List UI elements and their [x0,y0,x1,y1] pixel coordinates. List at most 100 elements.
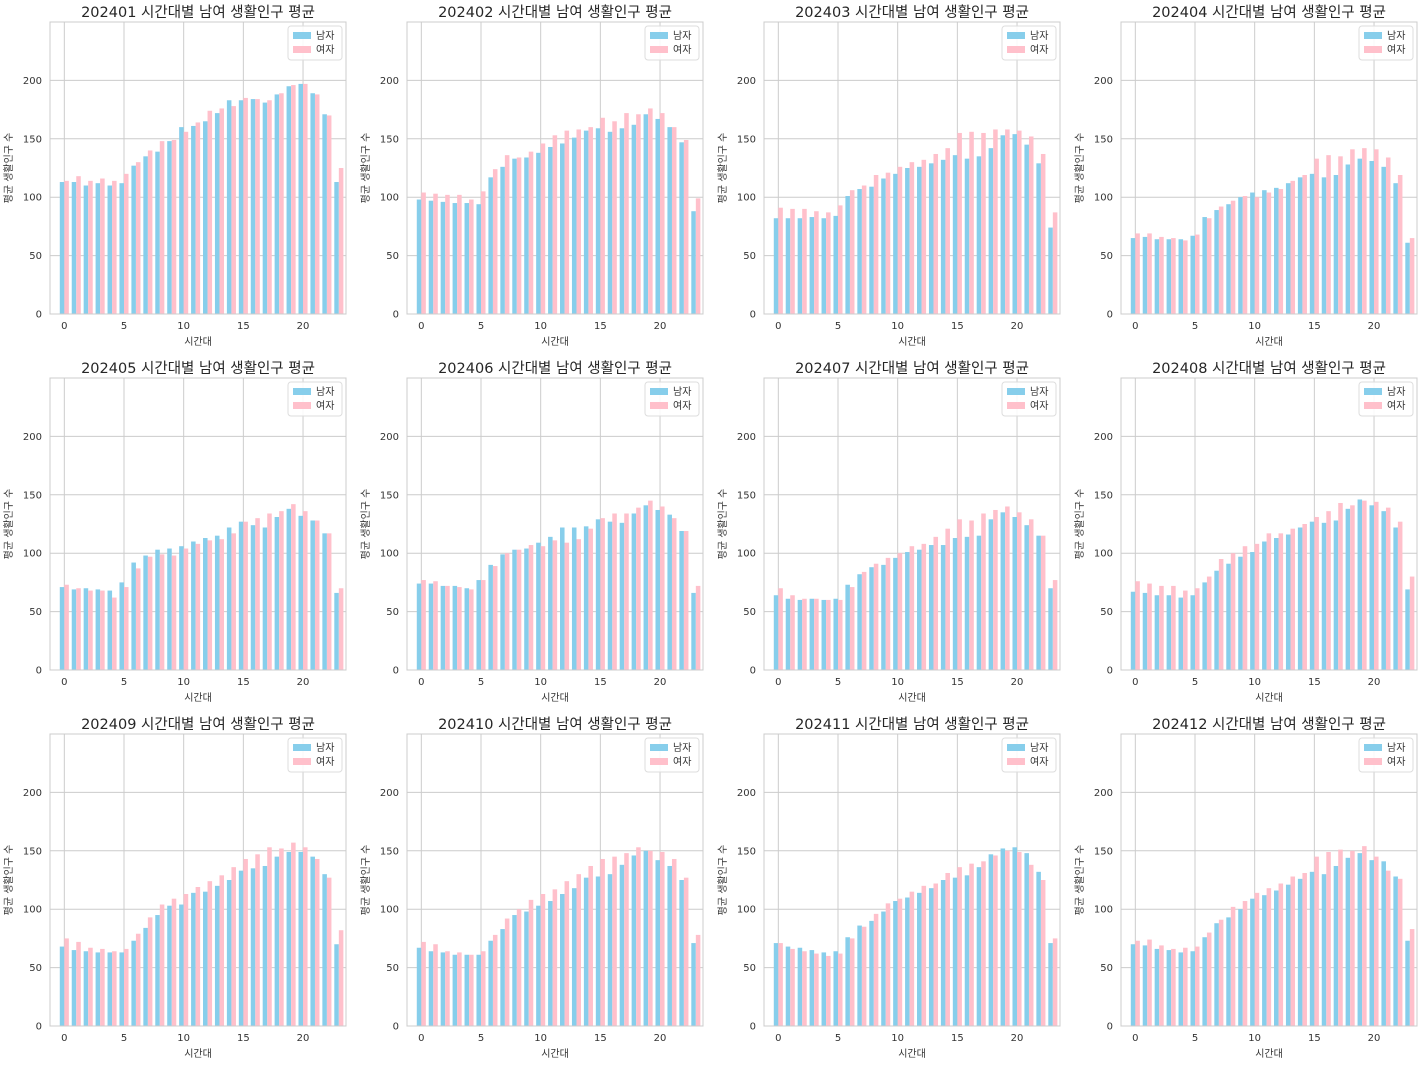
bar-female-0 [421,580,426,670]
bar-male-6 [845,937,850,1026]
legend-swatch-female [650,758,668,765]
bar-female-10 [183,548,189,670]
bar-male-18 [631,513,637,670]
bar-male-18 [1345,508,1351,670]
bar-male-23 [1048,227,1053,314]
bar-male-5 [1190,595,1195,670]
y-tick-label: 150 [737,134,756,145]
bar-female-15 [1314,856,1319,1026]
bar-female-8 [873,913,879,1026]
bar-male-15 [952,155,958,314]
bar-male-17 [1333,865,1339,1026]
bar-male-10 [1250,192,1255,314]
bar-male-6 [845,196,850,314]
x-tick-label: 10 [1248,321,1261,332]
bar-male-22 [1036,163,1041,314]
bar-female-16 [1326,511,1331,670]
bar-male-21 [667,127,672,315]
x-tick-label: 20 [297,321,310,332]
bar-male-13 [1285,884,1291,1026]
bar-female-8 [873,175,879,314]
chart-title: 202403 시간대별 남여 생활인구 평균 [795,4,1029,21]
y-tick-label: 150 [1094,846,1113,857]
bar-male-14 [226,100,232,314]
bar-male-0 [1130,238,1136,314]
bar-male-23 [1405,589,1410,670]
bar-male-7 [1214,210,1219,314]
bar-female-9 [528,899,534,1026]
chart-panel-1: 202401 시간대별 남여 생활인구 평균0 5 10 15 200501001502… [2,4,347,348]
bar-male-20 [1012,847,1018,1026]
bar-female-15 [600,117,605,314]
bar-female-16 [1326,851,1331,1026]
bar-female-18 [636,507,641,670]
bar-male-16 [607,874,613,1026]
bar-female-1 [76,176,81,314]
bar-female-4 [469,954,474,1026]
y-tick-label: 150 [380,490,399,501]
bar-male-2 [797,599,803,670]
bar-male-21 [310,856,315,1026]
axes-frame [763,21,1061,315]
bar-male-0 [59,182,65,314]
x-tick-label: 10 [891,677,904,688]
bar-female-13 [576,874,582,1026]
bar-female-15 [243,858,248,1026]
chart-title: 202405 시간대별 남여 생활인구 평균 [81,360,315,377]
x-tick-label: 10 [534,321,547,332]
axes-frame [763,377,1061,671]
bar-male-12 [203,891,208,1026]
bar-male-4 [464,954,470,1026]
bar-female-14 [945,528,950,670]
bar-male-10 [893,901,898,1026]
y-tick-label: 100 [1094,549,1113,560]
bar-male-2 [83,588,89,670]
bar-male-20 [298,83,304,315]
bar-female-1 [1147,583,1152,670]
bar-male-18 [988,148,994,314]
legend-label-female: 여자 [1030,44,1048,56]
bar-male-19 [643,505,649,670]
bar-male-10 [179,904,184,1026]
bar-male-8 [869,186,874,314]
bar-male-18 [1345,164,1351,314]
bar-male-12 [560,894,565,1026]
x-tick-label: 15 [594,1033,607,1044]
bar-male-8 [155,549,160,670]
bar-female-19 [648,500,653,670]
bar-male-16 [250,868,256,1026]
bar-male-17 [619,128,625,314]
y-tick-label: 100 [1094,905,1113,916]
bar-female-9 [528,151,534,314]
x-tick-label: 15 [237,1033,250,1044]
bar-male-4 [1178,952,1184,1026]
bar-male-8 [512,549,517,670]
y-tick-label: 150 [1094,134,1113,145]
bar-female-8 [1230,906,1236,1026]
bar-male-6 [131,165,136,314]
bar-male-9 [167,905,172,1026]
bar-male-13 [571,137,577,314]
x-tick-label: 5 [121,321,127,332]
bar-female-0 [421,192,426,314]
bar-female-7 [1218,559,1224,670]
bar-male-11 [905,552,910,670]
legend-label-female: 여자 [316,756,334,768]
x-tick-label: 0 [775,1033,781,1044]
bar-male-18 [631,855,637,1026]
chart-panel-12: 202412 시간대별 남여 생활인구 평균0 5 10 15 200501001502… [1073,716,1418,1060]
bar-male-4 [107,952,113,1026]
bar-male-2 [797,218,803,314]
legend-swatch-male [1007,32,1025,39]
bar-male-14 [583,526,589,670]
bar-female-3 [1171,238,1176,314]
bar-male-5 [476,580,481,670]
legend-swatch-male [650,32,668,39]
y-tick-label: 100 [1094,193,1113,204]
bar-female-6 [135,933,141,1026]
bar-male-14 [226,527,232,670]
bar-female-18 [279,93,284,314]
bar-female-22 [326,877,332,1026]
